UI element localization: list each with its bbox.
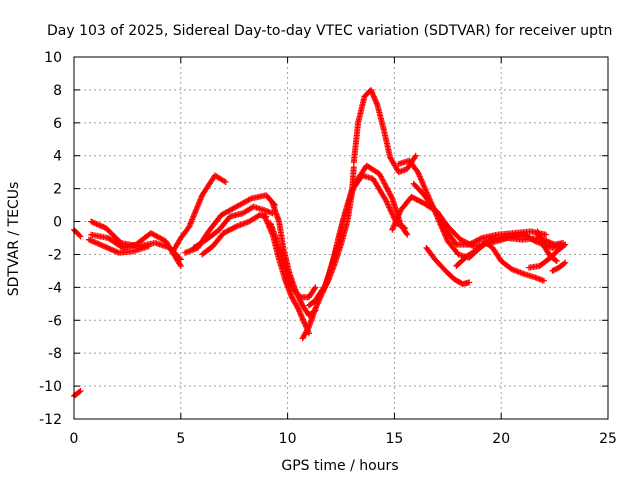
data-point (76, 232, 83, 239)
satellite-track (88, 218, 184, 263)
data-point (466, 279, 473, 286)
y-tick-label: 8 (53, 83, 62, 99)
satellite-track (423, 244, 473, 288)
data-point (298, 299, 305, 306)
data-point (411, 154, 418, 161)
plot-frame (73, 56, 609, 420)
data-points (71, 86, 569, 399)
y-tick-label: 4 (53, 149, 62, 165)
y-axis-label: SDTVAR / TECUs (6, 182, 22, 297)
data-point (176, 255, 183, 262)
data-point (412, 152, 419, 159)
x-tick-label: 20 (492, 431, 510, 447)
satellite-track (350, 86, 419, 176)
x-tick-label: 0 (70, 431, 79, 447)
satellite-track (269, 200, 319, 319)
data-point (221, 178, 228, 185)
y-tick-label: -8 (48, 346, 62, 362)
x-tick-label: 10 (279, 431, 297, 447)
data-point (246, 196, 253, 203)
data-point (388, 194, 395, 201)
satellite-track (169, 172, 229, 256)
data-point (222, 179, 229, 186)
data-point (77, 388, 84, 395)
x-tick-label: 15 (385, 431, 403, 447)
x-tick-label: 5 (176, 431, 185, 447)
y-tick-label: -6 (48, 313, 62, 329)
data-point (116, 238, 123, 245)
satellite-track (71, 388, 84, 399)
data-point (540, 277, 547, 284)
y-tick-label: 10 (44, 50, 62, 66)
gridlines (74, 57, 608, 419)
satellite-track (549, 259, 569, 274)
data-point (177, 262, 184, 269)
satellite-track (314, 172, 409, 301)
data-point (477, 235, 484, 242)
y-tick-label: 6 (53, 116, 62, 132)
satellite-track (481, 238, 547, 284)
data-point (76, 388, 83, 395)
data-point (145, 243, 152, 250)
data-point (531, 237, 538, 244)
data-point (543, 231, 550, 238)
satellite-track (199, 211, 270, 258)
axis-ticks: 0 5 10 15 20 25 -12 -10 -8 -6 -4 -2 0 2 4 6 8 10 (39, 50, 617, 447)
plot-border (73, 56, 609, 420)
y-tick-label: -2 (48, 247, 62, 263)
y-tick-label: -10 (39, 379, 62, 395)
satellite-track (267, 220, 319, 301)
y-tick-label: -12 (39, 412, 62, 428)
y-tick-label: -4 (48, 280, 62, 296)
data-point (232, 224, 239, 231)
data-point (294, 304, 301, 311)
data-point (561, 260, 568, 267)
data-point (402, 225, 409, 232)
data-point (562, 259, 569, 266)
data-point (488, 235, 495, 242)
x-tick-label: 25 (599, 431, 617, 447)
data-point (400, 224, 407, 231)
data-point (77, 233, 84, 240)
data-point (322, 282, 329, 289)
satellite-track (85, 236, 152, 256)
data-point (305, 325, 312, 332)
y-tick-label: 0 (53, 215, 62, 231)
y-tick-label: 2 (53, 182, 62, 198)
data-point (404, 231, 411, 238)
data-point (177, 256, 184, 263)
chart-title: Day 103 of 2025, Sidereal Day-to-day VTE… (47, 23, 612, 39)
data-point (312, 284, 319, 291)
data-point (311, 285, 318, 292)
data-point (561, 242, 568, 249)
data-point (177, 261, 184, 268)
data-point (553, 258, 560, 265)
x-axis-label: GPS time / hours (281, 458, 398, 474)
satellite-track (534, 228, 560, 265)
data-point (562, 241, 569, 248)
data-point (403, 230, 410, 237)
data-point (552, 257, 559, 264)
satellite-track (71, 226, 84, 240)
